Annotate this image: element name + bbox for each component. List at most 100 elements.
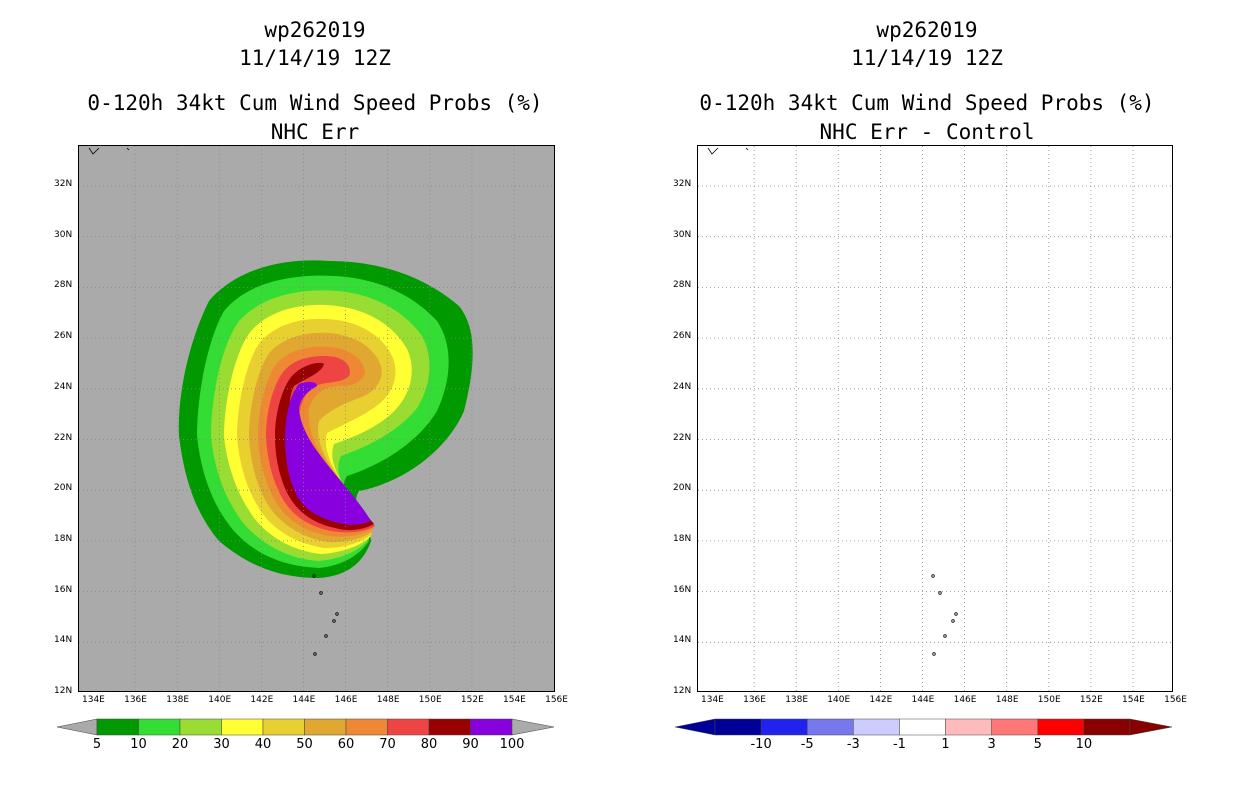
right-cbar-swatch	[945, 718, 992, 736]
right-cbar-label: -1	[892, 737, 906, 752]
right-island-outline	[951, 619, 955, 623]
right-cbar-label: -3	[846, 737, 860, 752]
left-cbar-swatch	[221, 718, 264, 736]
right-lon-label: 144E	[911, 695, 935, 705]
right-storm-id: wp262019	[876, 18, 978, 42]
left-subtitle: NHC Err	[270, 120, 360, 144]
left-lon-label: 154E	[503, 695, 526, 705]
right-lat-label: 32N	[673, 179, 692, 189]
left-lat-label: 26N	[54, 331, 73, 342]
right-island-outline	[943, 634, 947, 638]
left-lat-label: 14N	[54, 635, 73, 646]
left-cbar-swatch	[96, 718, 139, 736]
left-island-outline	[335, 612, 339, 616]
left-datetime: 11/14/19 12Z	[239, 46, 391, 70]
right-cbar-swatch	[760, 718, 808, 736]
right-product-title: 0-120h 34kt Cum Wind Speed Probs (%)	[699, 91, 1155, 115]
left-cbar-label: 90	[462, 737, 479, 752]
left-lon-label: 148E	[376, 695, 400, 705]
left-product-title: 0-120h 34kt Cum Wind Speed Probs (%)	[87, 91, 543, 115]
right-cbar-swatch	[714, 718, 762, 736]
left-island-outline	[324, 634, 328, 638]
right-lon-label: 138E	[785, 695, 809, 705]
right-lat-label: 22N	[673, 432, 692, 443]
right-lon-label: 146E	[953, 695, 977, 705]
left-lon-label: 156E	[545, 695, 568, 705]
right-island-outline	[932, 652, 936, 656]
left-lon-label: 144E	[292, 695, 316, 705]
left-cbar-swatch	[387, 718, 430, 736]
left-cbar-label: 30	[213, 737, 230, 752]
right-lat-label: 28N	[673, 280, 692, 291]
right-coastline	[707, 147, 749, 155]
right-lat-label: 14N	[673, 635, 692, 646]
left-lat-label: 12N	[54, 686, 73, 696]
right-lon-label: 148E	[995, 695, 1019, 705]
right-cbar-swatch	[853, 718, 900, 736]
right-island-outline	[938, 591, 942, 595]
left-lon-label: 134E	[82, 695, 105, 705]
left-cbar-swatch	[138, 718, 181, 736]
right-cbar-under-arrow	[675, 718, 716, 736]
right-cbar-label: 5	[1033, 737, 1042, 752]
right-cbar-label: 10	[1075, 737, 1093, 752]
left-lon-label: 136E	[124, 695, 147, 705]
left-cbar-label: 70	[379, 737, 396, 752]
right-lat-label: 24N	[673, 381, 692, 392]
left-cbar-swatch	[428, 718, 471, 736]
right-cbar-swatch	[806, 718, 854, 736]
left-lat-label: 22N	[54, 432, 73, 443]
left-cbar-label: 50	[296, 737, 313, 752]
right-cbar-label: -10	[750, 737, 772, 752]
right-lat-label: 16N	[673, 584, 692, 595]
left-colorbar: 5 10 20 30 40 50 60 70 80 90 100	[57, 718, 557, 758]
left-cbar-swatch	[304, 718, 347, 736]
prob-90-contour	[285, 381, 371, 525]
left-cbar-label: 20	[171, 737, 189, 752]
right-lon-label: 134E	[701, 695, 724, 705]
right-datetime: 11/14/19 12Z	[851, 46, 1003, 70]
left-island-outline	[332, 619, 336, 623]
left-probability-map	[78, 145, 555, 692]
left-island-outline	[313, 652, 317, 656]
right-subtitle: NHC Err - Control	[819, 120, 1035, 144]
right-island-outline	[931, 574, 935, 578]
right-colorbar: -10 -5 -3 -1 1 3 5 10	[675, 718, 1175, 758]
left-lat-label: 20N	[54, 483, 73, 494]
left-lat-label: 30N	[54, 229, 73, 240]
left-island-outline	[319, 591, 323, 595]
left-island-outline	[312, 574, 316, 578]
right-cbar-swatch	[1037, 718, 1085, 736]
right-lon-label: 154E	[1122, 695, 1145, 705]
right-lat-label: 20N	[673, 483, 692, 494]
left-coastline	[88, 147, 130, 155]
left-lon-label: 146E	[334, 695, 358, 705]
right-lon-label: 150E	[1037, 695, 1061, 705]
left-cbar-label: 100	[499, 737, 525, 752]
right-cbar-swatch	[1083, 718, 1131, 736]
left-cbar-swatch	[345, 718, 388, 736]
right-cbar-label: 3	[987, 737, 996, 752]
right-cbar-over-arrow	[1129, 718, 1173, 736]
right-cbar-swatch	[899, 718, 946, 736]
right-difference-map	[697, 145, 1173, 692]
left-lon-label: 152E	[460, 695, 484, 705]
left-lon-label: 138E	[166, 695, 190, 705]
left-cbar-label: 5	[92, 737, 102, 752]
left-lat-label: 32N	[54, 179, 73, 189]
left-cbar-under-arrow	[57, 718, 98, 736]
left-lat-label: 24N	[54, 381, 73, 392]
left-cbar-swatch	[470, 718, 513, 736]
right-island-outline	[954, 612, 958, 616]
right-lon-label: 136E	[743, 695, 766, 705]
left-lat-label: 28N	[54, 280, 73, 291]
right-cbar-swatch	[991, 718, 1039, 736]
left-cbar-swatch	[179, 718, 222, 736]
right-lon-label: 140E	[827, 695, 851, 705]
left-cbar-label: 60	[337, 737, 355, 752]
right-lat-label: 12N	[673, 686, 692, 696]
left-cbar-over-arrow	[511, 718, 555, 736]
left-cbar-label: 40	[254, 737, 272, 752]
right-lon-label: 152E	[1079, 695, 1103, 705]
left-cbar-label: 10	[130, 737, 147, 752]
